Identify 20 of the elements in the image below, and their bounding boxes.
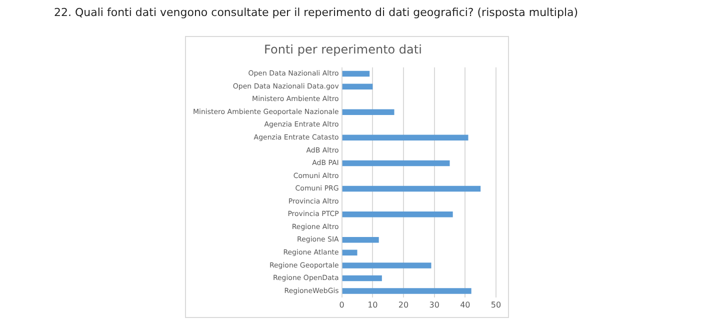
- bar: [342, 288, 472, 294]
- x-tick-label: 30: [429, 300, 440, 310]
- bar: [342, 237, 379, 243]
- x-tick-label: 0: [339, 300, 344, 310]
- bar: [342, 186, 481, 192]
- bar: [342, 84, 373, 90]
- x-tick-label: 10: [368, 300, 378, 310]
- bar: [342, 250, 358, 256]
- bar: [342, 70, 370, 77]
- bar: [342, 262, 432, 268]
- x-tick-label: 50: [490, 300, 502, 310]
- x-tick-label: 40: [460, 300, 470, 310]
- bar: [342, 211, 453, 218]
- chart-subtitle: Fonti per reperimento dati: [264, 42, 422, 56]
- bar: [342, 109, 394, 115]
- bar: [342, 160, 450, 166]
- bar: [342, 275, 382, 282]
- x-tick-label: 20: [398, 300, 409, 310]
- bar: [342, 134, 468, 141]
- chart-title: 22. Quali fonti dati vengono consultate per il reperimento di dati geografici? (risposta multipla): [54, 6, 578, 19]
